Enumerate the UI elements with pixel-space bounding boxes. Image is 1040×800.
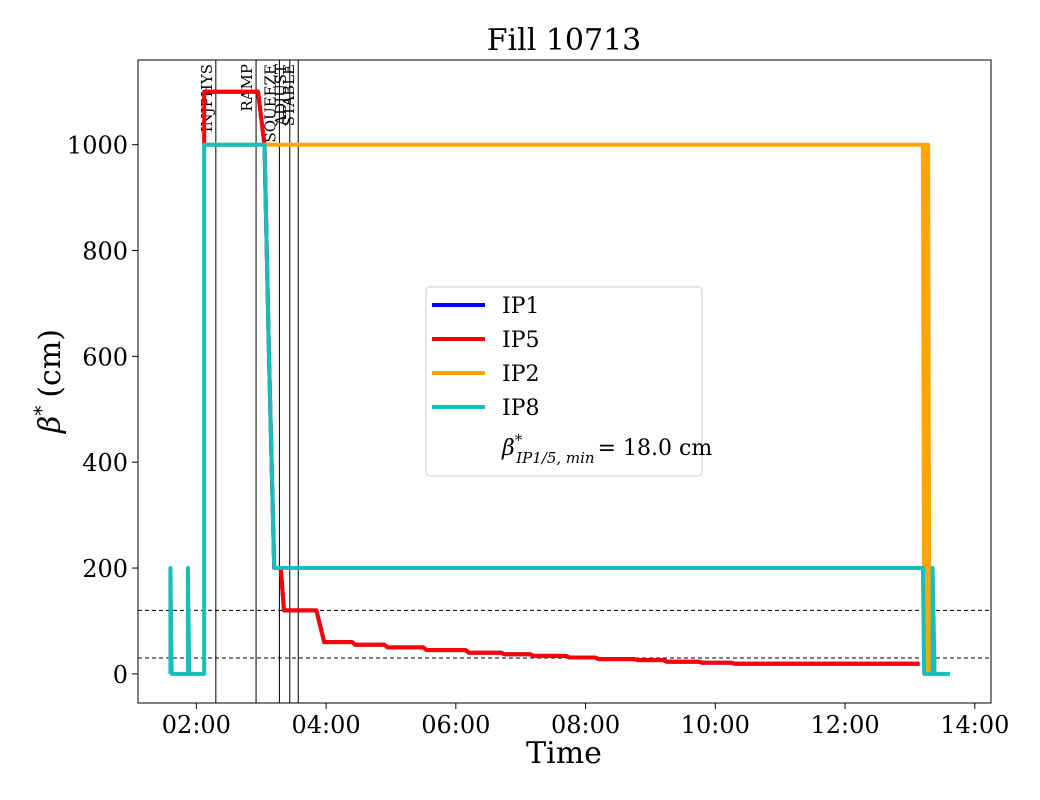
y-axis-label-unit: (cm) (33, 329, 68, 398)
y-tick-label: 600 (82, 343, 128, 371)
y-axis-label-sup: * (29, 406, 53, 416)
y-tick-label: 1000 (67, 132, 128, 160)
legend: IP1 IP5 IP2 IP8 β* IP1/5, min = 18.0 cm (425, 286, 712, 477)
x-tick-label: 12:00 (810, 711, 879, 739)
chart-title: Fill 10713 (487, 23, 642, 58)
x-tick-label: 10:00 (681, 711, 750, 739)
annotation-sup: * (515, 431, 523, 449)
series-line-ip8 (168, 142, 951, 676)
legend-entries: IP1 IP5 IP2 IP8 (432, 294, 540, 421)
phase-label-injphys: INJPHYS (198, 64, 216, 132)
x-axis-label: Time (526, 736, 602, 771)
annotation-sub: IP1/5, min (515, 449, 594, 467)
phase-label-stable: STABLE (280, 64, 298, 126)
y-axis-label-symbol: β (33, 416, 68, 434)
y-tick-label: 0 (113, 661, 128, 689)
phase-label-squeeze: SQUEEZE (261, 64, 279, 143)
x-tick-label: 06:00 (421, 711, 490, 739)
phase-label-adjust: ADJUST (272, 64, 290, 127)
y-tick-label: 400 (82, 449, 128, 477)
x-tick-label: 04:00 (292, 711, 361, 739)
x-tick-label: 02:00 (162, 711, 231, 739)
legend-label-ip8: IP8 (502, 396, 540, 421)
legend-label-ip5: IP5 (502, 328, 540, 353)
y-axis-ticks: 0 200 400 600 800 1000 (67, 132, 138, 689)
y-tick-label: 200 (82, 555, 128, 583)
plot-area-frame (137, 59, 992, 704)
x-tick-label: 08:00 (551, 711, 620, 739)
reference-lines (138, 609, 991, 659)
legend-box (425, 286, 703, 477)
legend-label-ip1: IP1 (502, 294, 540, 319)
series-lines (168, 89, 951, 676)
x-axis-ticks: 02:00 04:00 06:00 08:00 10:00 12:00 14:00 (162, 703, 1009, 739)
series-line-ip2 (204, 142, 932, 676)
annotation-symbol: β (501, 436, 515, 461)
annotation-value: = 18.0 cm (598, 436, 713, 461)
y-axis-label: β* (cm) (29, 329, 68, 434)
phase-label-ramp: RAMP (238, 64, 256, 112)
legend-label-ip2: IP2 (502, 362, 540, 387)
x-tick-label: 14:00 (940, 711, 1009, 739)
y-tick-label: 800 (82, 238, 128, 266)
legend-annotation: β* IP1/5, min = 18.0 cm (501, 431, 712, 467)
